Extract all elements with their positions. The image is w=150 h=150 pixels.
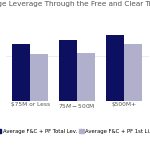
Legend: Average F&C + PF Total Lev., Average F&C + PF 1st Li...: Average F&C + PF Total Lev., Average F&C… (0, 129, 150, 134)
Bar (77, 53, 95, 100)
Bar (106, 35, 124, 100)
Bar (12, 44, 30, 100)
Bar (59, 40, 77, 100)
Bar (30, 54, 48, 100)
Text: age Leverage Through the Free and Clear Tra: age Leverage Through the Free and Clear … (0, 1, 150, 7)
Bar (124, 44, 142, 100)
